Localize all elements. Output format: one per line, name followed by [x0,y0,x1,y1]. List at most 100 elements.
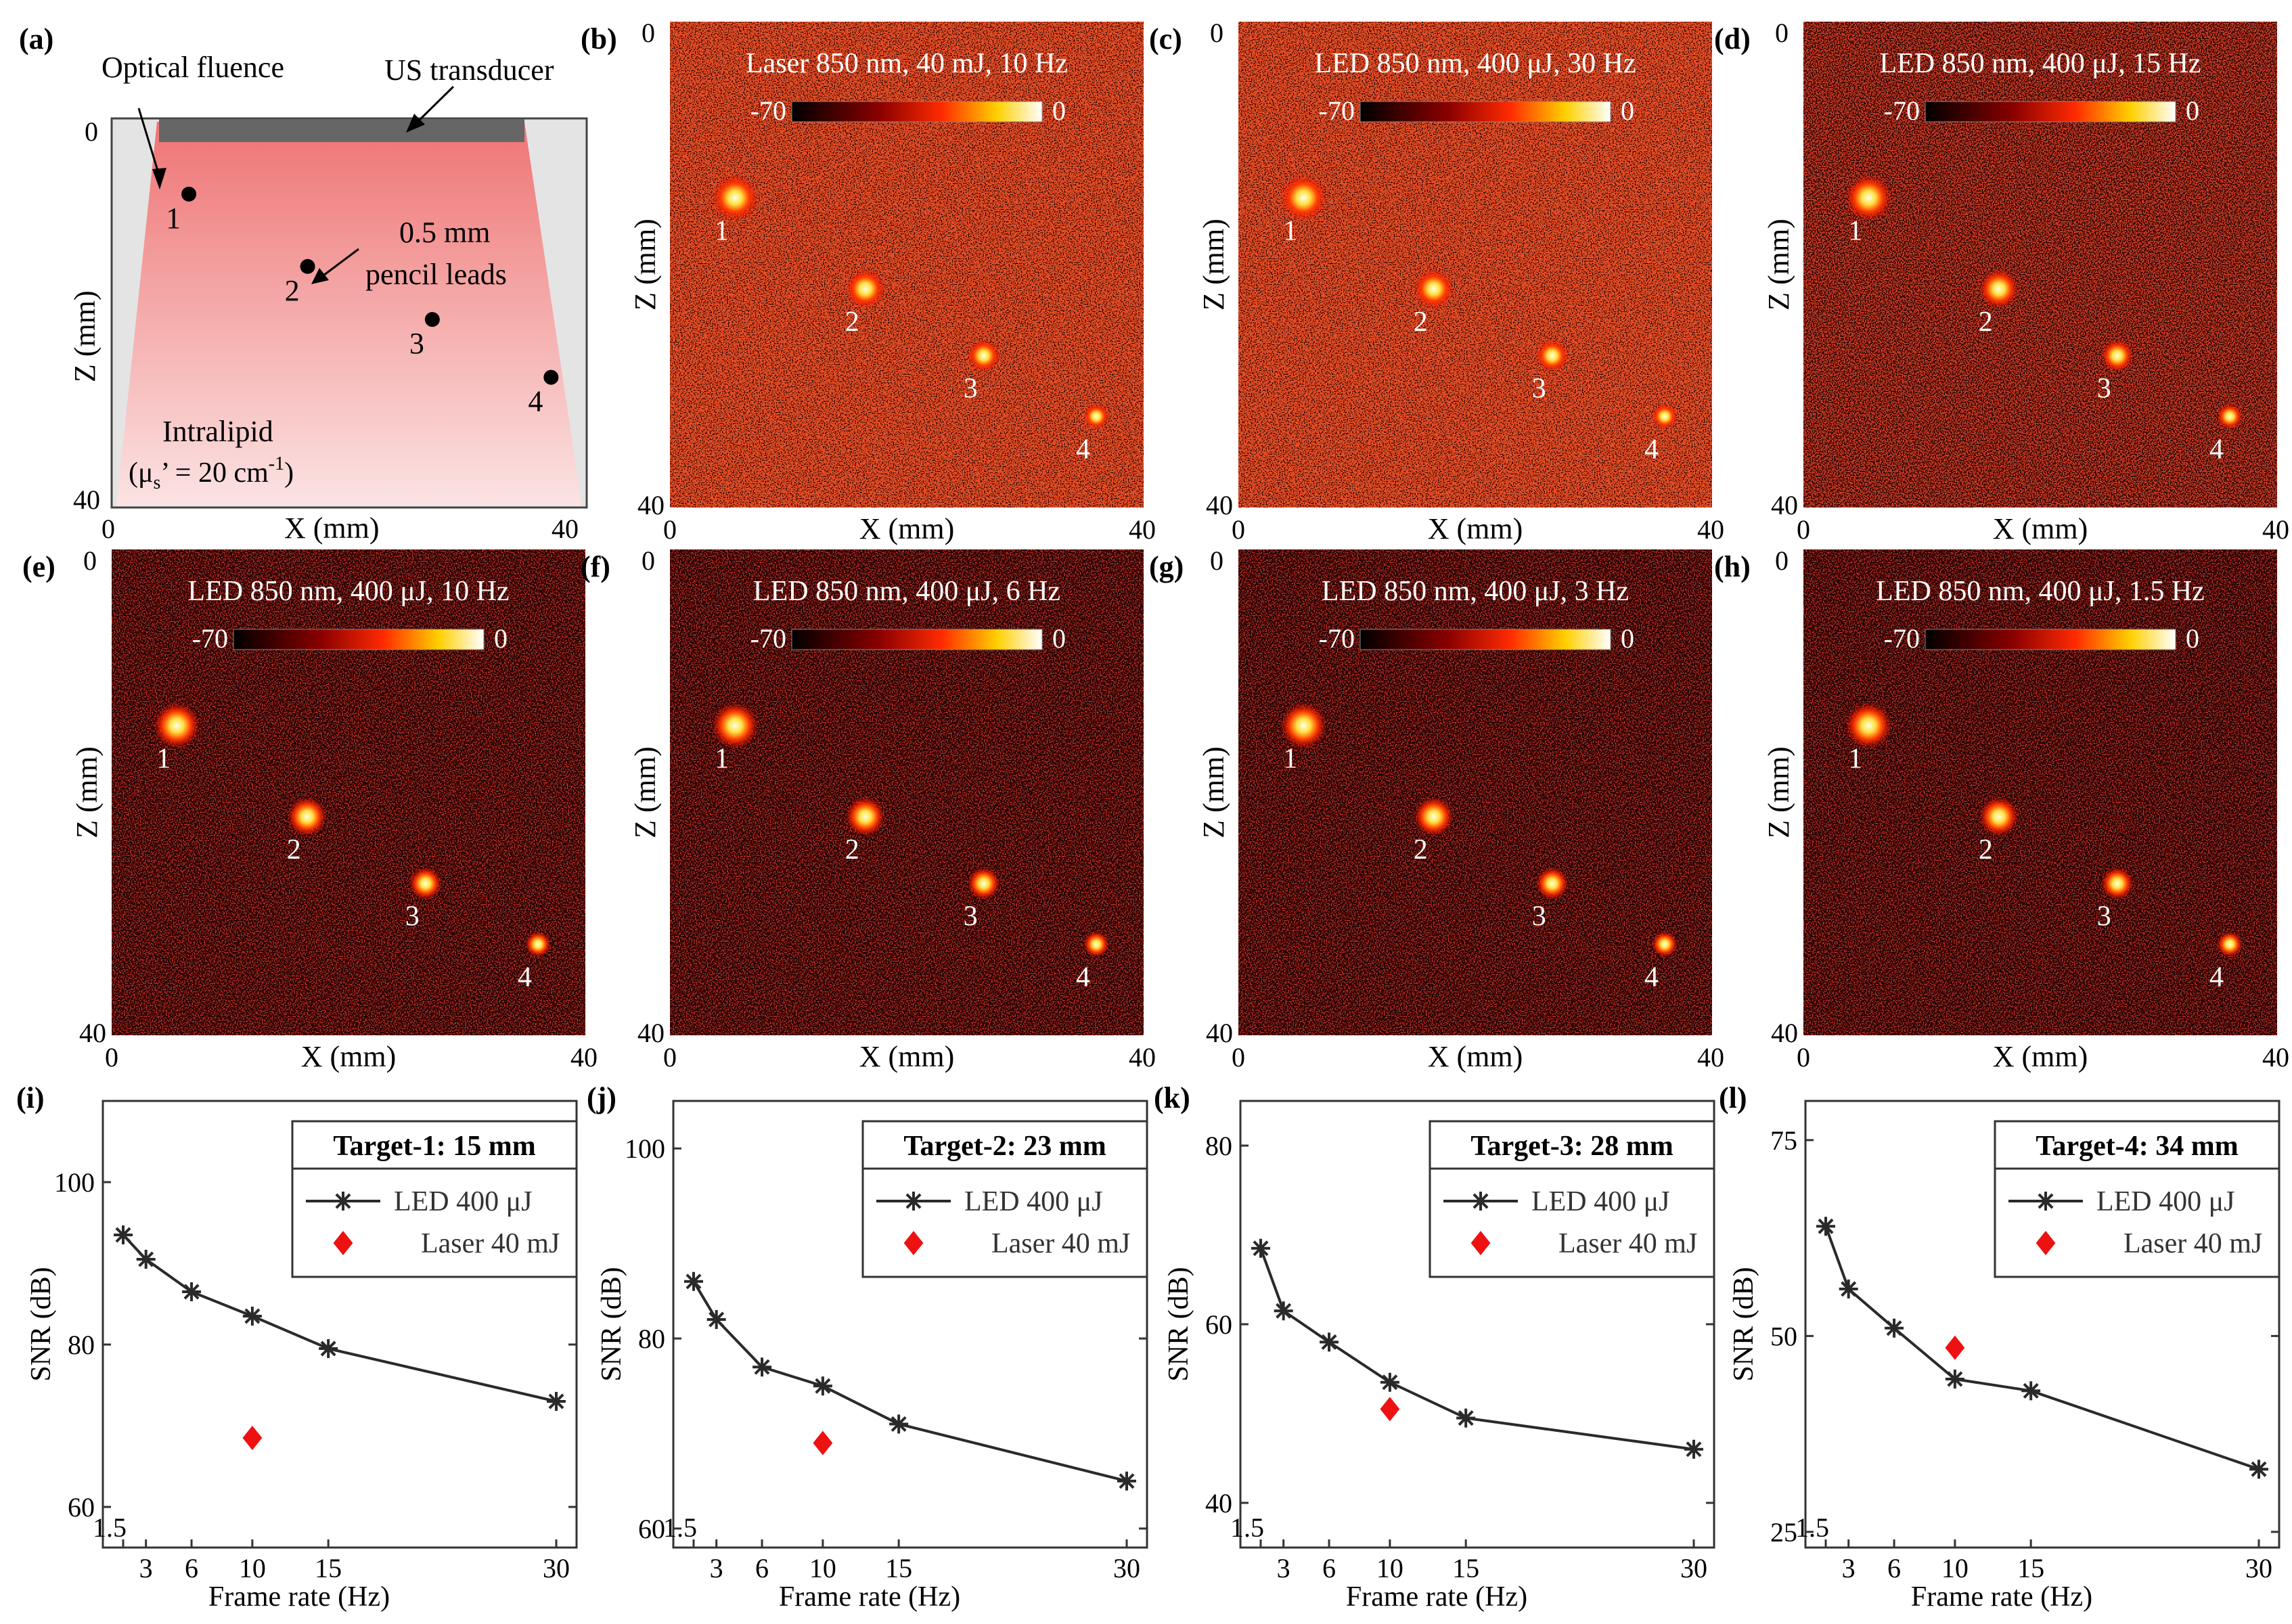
image-ylabel: Z (mm) [70,746,104,838]
label-pencil-2: pencil leads [365,258,507,291]
colorbar-max-label: 0 [494,623,508,654]
colorbar [233,629,485,650]
led-data-point [889,1414,909,1434]
x-tick-label: 3 [139,1553,153,1583]
y-tick-label: 60 [638,1514,665,1544]
pa-image-speckle [1238,22,1712,508]
colorbar [1925,629,2176,650]
panel-a-ytick-40: 40 [73,484,100,515]
legend-title: Target-3: 28 mm [1470,1131,1673,1162]
pa-target-spot [1652,931,1678,957]
image-xtick-40: 40 [1697,1042,1724,1073]
image-xtick-40: 40 [2262,1042,2289,1073]
image-ytick-0: 0 [642,545,655,576]
phantom-targets: 1 2 3 4 [166,186,559,418]
x-tick-label: 10 [1376,1553,1403,1583]
pa-target-spot [1083,931,1109,957]
led-data-point [1117,1471,1136,1491]
pa-target-spot [1652,403,1678,430]
pa-target-label: 3 [964,374,978,405]
fluence-arrowhead [152,168,166,189]
pa-target-spot [1083,403,1109,430]
pa-target-label: 2 [845,307,859,338]
image-ytick-40: 40 [1206,1018,1233,1048]
image-ytick-40: 40 [637,1018,665,1048]
image-panel-4: (e)LED 850 nm, 400 μJ, 10 Hz-70 012340400… [22,545,598,1073]
colorbar-min-label: -70 [1884,623,1920,654]
image-panel-7: (h)LED 850 nm, 400 μJ, 1.5 Hz-70 01234040… [1714,545,2289,1073]
image-ylabel: Z (mm) [1762,746,1795,838]
laser-data-point [813,1430,833,1456]
label-us-transducer: US transducer [384,53,554,87]
pa-target-spot [1845,702,1892,749]
image-xlabel: X (mm) [301,1040,397,1073]
laser-data-point [1380,1397,1400,1422]
panel-a-xtick-0: 0 [102,514,115,544]
image-xtick-40: 40 [2262,514,2289,545]
pencil-arrow [320,248,359,279]
pa-target-label: 4 [2209,962,2224,993]
legend-laser-marker [903,1231,924,1255]
y-tick-label: 40 [1205,1488,1232,1518]
chart-ylabel: SNR (dB) [596,1267,627,1381]
x-tick-label: 1.5 [1795,1512,1829,1543]
image-xlabel: X (mm) [859,512,955,545]
image-title: LED 850 nm, 400 μJ, 30 Hz [1314,48,1636,79]
pa-target-label: 3 [1532,901,1546,932]
legend-laser-marker [1470,1231,1491,1255]
legend-title: Target-2: 23 mm [903,1131,1106,1162]
image-ylabel: Z (mm) [1762,219,1795,311]
chart-ylabel: SNR (dB) [1728,1267,1759,1381]
colorbar-min-label: -70 [750,95,786,126]
image-xtick-40: 40 [570,1042,598,1073]
led-data-point [1945,1370,1964,1389]
legend-laser-label: Laser 40 mJ [2124,1228,2262,1259]
pa-image-speckle [112,549,585,1035]
pa-target-spot [1845,175,1892,221]
x-tick-label: 6 [185,1553,198,1583]
image-panel-letter: (b) [581,22,617,55]
legend-led-label: LED 400 μJ [394,1186,533,1217]
image-panel-letter: (g) [1149,550,1184,583]
pa-target-label: 4 [2209,434,2224,465]
laser-data-point [1945,1335,1965,1360]
laser-data-point [242,1426,263,1450]
x-tick-label: 15 [1452,1553,1479,1583]
panel-a-xtick-40: 40 [552,514,579,544]
pa-target-label: 3 [964,901,978,932]
led-data-point [2036,1192,2055,1211]
legend-led-label: LED 400 μJ [964,1186,1103,1217]
y-tick-label: 60 [68,1492,95,1522]
pa-target-spot [287,796,327,836]
colorbar-max-label: 0 [1052,623,1066,654]
chart-xlabel: Frame rate (Hz) [779,1581,960,1612]
image-xlabel: X (mm) [1993,1040,2088,1073]
chart-panel-letter: (j) [587,1081,616,1114]
image-panel-letter: (c) [1149,22,1182,55]
label-intralipid: Intralipid [162,415,273,448]
pa-target-label: 1 [1848,215,1862,246]
led-data-point [1471,1192,1490,1211]
chart-ylabel: SNR (dB) [26,1267,57,1381]
led-data-point [2021,1381,2041,1401]
pa-image-speckle [1238,549,1712,1035]
pa-target-spot [845,269,885,309]
panel-a-letter: (a) [19,22,53,55]
colorbar-min-label: -70 [192,623,228,654]
image-title: LED 850 nm, 400 μJ, 3 Hz [1322,576,1629,607]
pa-target-label: 3 [1532,374,1546,405]
led-data-point [1380,1372,1399,1392]
panel-a: (a) Optical fluence US transducer 0.5 mm… [19,22,588,545]
led-series-line [1259,1248,1694,1451]
chart-xlabel: Frame rate (Hz) [1911,1581,2092,1612]
image-ytick-0: 0 [83,545,97,576]
transducer-arrowhead [406,114,425,133]
pa-target-spot [1979,269,2019,309]
x-tick-label: 30 [1113,1553,1140,1583]
led-series-line [1824,1225,2260,1471]
image-xtick-0: 0 [1797,514,1810,545]
y-tick-label: 25 [1770,1517,1797,1548]
colorbar-max-label: 0 [1621,95,1634,126]
pa-target-label: 2 [1979,834,1993,865]
led-data-point [904,1192,923,1211]
